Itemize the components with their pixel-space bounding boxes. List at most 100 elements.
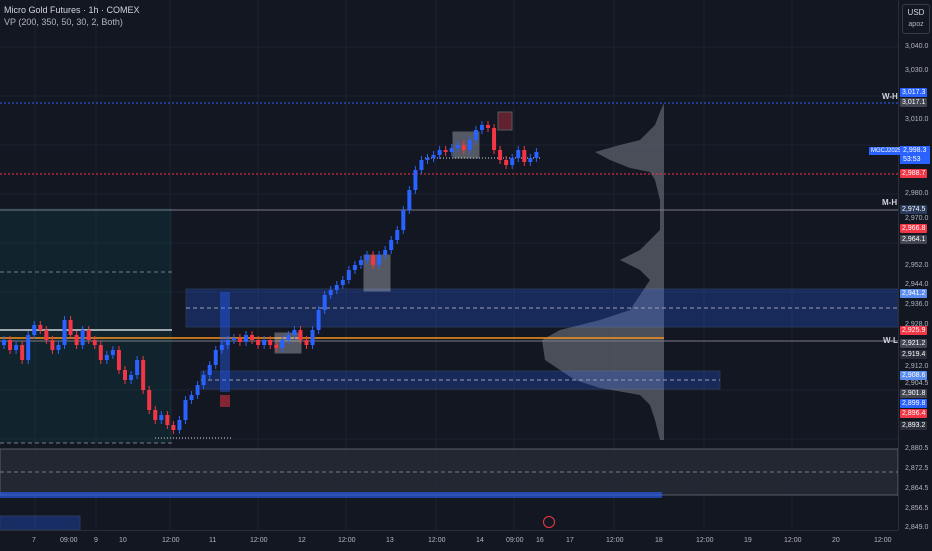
time-tick: 12 bbox=[298, 537, 306, 544]
time-tick: 12:00 bbox=[784, 537, 802, 544]
candle-body bbox=[425, 158, 430, 160]
time-tick: 16 bbox=[536, 537, 544, 544]
candle-body bbox=[141, 360, 146, 390]
candle-body bbox=[147, 390, 152, 410]
chart-canvas[interactable] bbox=[0, 0, 898, 530]
time-tick: 09:00 bbox=[506, 537, 524, 544]
candle-body bbox=[32, 325, 37, 335]
time-tick: 12:00 bbox=[428, 537, 446, 544]
candle-body bbox=[20, 345, 25, 360]
price-tag: 2,925.9 bbox=[900, 326, 928, 335]
time-tick: 12:00 bbox=[696, 537, 714, 544]
price-tag: 2,899.8 bbox=[900, 399, 928, 408]
time-tick: 10 bbox=[119, 537, 127, 544]
candle-body bbox=[2, 340, 6, 345]
candle-body bbox=[358, 260, 363, 265]
symbol-title[interactable]: Micro Gold Futures · 1h · COMEX bbox=[4, 5, 140, 15]
candle-body bbox=[449, 148, 454, 152]
volume-profile bbox=[542, 103, 664, 440]
candle-body bbox=[328, 290, 333, 295]
candle-body bbox=[256, 340, 261, 345]
time-tick: 9 bbox=[94, 537, 98, 544]
candle-body bbox=[38, 325, 43, 330]
zone-upper bbox=[185, 288, 898, 328]
candle-body bbox=[189, 395, 194, 400]
candle-body bbox=[231, 338, 236, 340]
candle-body bbox=[340, 280, 345, 285]
candle-body bbox=[129, 375, 134, 380]
price-axis[interactable] bbox=[898, 0, 932, 530]
price-tick: 2,904.5 bbox=[905, 380, 929, 387]
price-tag: 2,901.8 bbox=[900, 389, 928, 398]
candle-body bbox=[522, 150, 527, 162]
candle-body bbox=[395, 230, 400, 240]
price-tag-mh: 2,974.5 bbox=[900, 205, 928, 214]
chart-pane[interactable]: Micro Gold Futures · 1h · COMEX VP (200,… bbox=[0, 0, 898, 530]
price-tick: 3,010.0 bbox=[905, 116, 929, 123]
candle-body bbox=[98, 345, 103, 360]
candle-body bbox=[280, 340, 285, 348]
candle-body bbox=[310, 330, 315, 345]
candle-body bbox=[50, 340, 55, 350]
time-tick: 11 bbox=[209, 537, 217, 544]
candle-body bbox=[8, 340, 13, 350]
candle-body bbox=[304, 340, 309, 345]
price-tag: 2,893.2 bbox=[900, 421, 928, 430]
time-tick: 12:00 bbox=[606, 537, 624, 544]
candle-body bbox=[86, 330, 91, 340]
candle-body bbox=[177, 420, 182, 430]
price-tag: 2,964.1 bbox=[900, 235, 928, 244]
label-wl: W-L bbox=[883, 336, 898, 345]
candle-body bbox=[467, 140, 472, 150]
currency-selector[interactable]: USD apoz bbox=[902, 4, 930, 34]
replay-flash-icon[interactable] bbox=[543, 516, 555, 528]
time-tick: 09:00 bbox=[60, 537, 78, 544]
price-tag-red: 2,988.7 bbox=[900, 169, 928, 178]
candle-body bbox=[116, 350, 121, 370]
time-tick: 7 bbox=[32, 537, 36, 544]
candle-body bbox=[461, 145, 466, 150]
price-tag: 2,908.6 bbox=[900, 371, 928, 380]
candle-body bbox=[159, 415, 164, 420]
price-tag: 2,896.4 bbox=[900, 409, 928, 418]
candle-body bbox=[110, 350, 115, 355]
candle-body bbox=[504, 160, 509, 165]
last-price: 2,998.3 bbox=[903, 147, 927, 154]
candle-body bbox=[389, 240, 394, 250]
time-tick: 19 bbox=[744, 537, 752, 544]
candle-body bbox=[123, 370, 127, 380]
candle-body bbox=[352, 265, 357, 270]
price-tag: 2,919.4 bbox=[900, 350, 928, 359]
candle-body bbox=[165, 415, 170, 425]
candle-body bbox=[528, 158, 533, 162]
candles bbox=[2, 121, 539, 434]
candle-body bbox=[104, 355, 109, 360]
price-tick: 2,880.5 bbox=[905, 445, 929, 452]
candle-body bbox=[407, 190, 412, 210]
time-tick: 17 bbox=[566, 537, 574, 544]
label-wh: W-H bbox=[882, 92, 898, 101]
label-mh: M-H bbox=[882, 198, 898, 207]
time-tick: 12:00 bbox=[250, 537, 268, 544]
candle-body bbox=[473, 130, 478, 140]
price-tick: 2,936.0 bbox=[905, 301, 929, 308]
candle-body bbox=[334, 285, 339, 290]
time-tick: 14 bbox=[476, 537, 484, 544]
candle-body bbox=[431, 155, 436, 158]
candle-body bbox=[268, 340, 273, 345]
candle-body bbox=[225, 340, 230, 345]
candle-body bbox=[510, 158, 515, 165]
price-tick: 2,944.0 bbox=[905, 281, 929, 288]
time-axis[interactable] bbox=[0, 530, 898, 551]
candle-body bbox=[437, 150, 442, 155]
indicator-label[interactable]: VP (200, 350, 50, 30, 2, Both) bbox=[4, 17, 123, 27]
candle-body bbox=[56, 345, 61, 350]
candle-body bbox=[479, 125, 484, 130]
price-tag: 2,941.2 bbox=[900, 289, 928, 298]
candle-body bbox=[346, 270, 351, 280]
candle-body bbox=[486, 125, 490, 128]
candle-body bbox=[365, 255, 369, 260]
candle-body bbox=[26, 335, 31, 360]
candle-body bbox=[516, 150, 521, 158]
candle-body bbox=[14, 345, 19, 350]
